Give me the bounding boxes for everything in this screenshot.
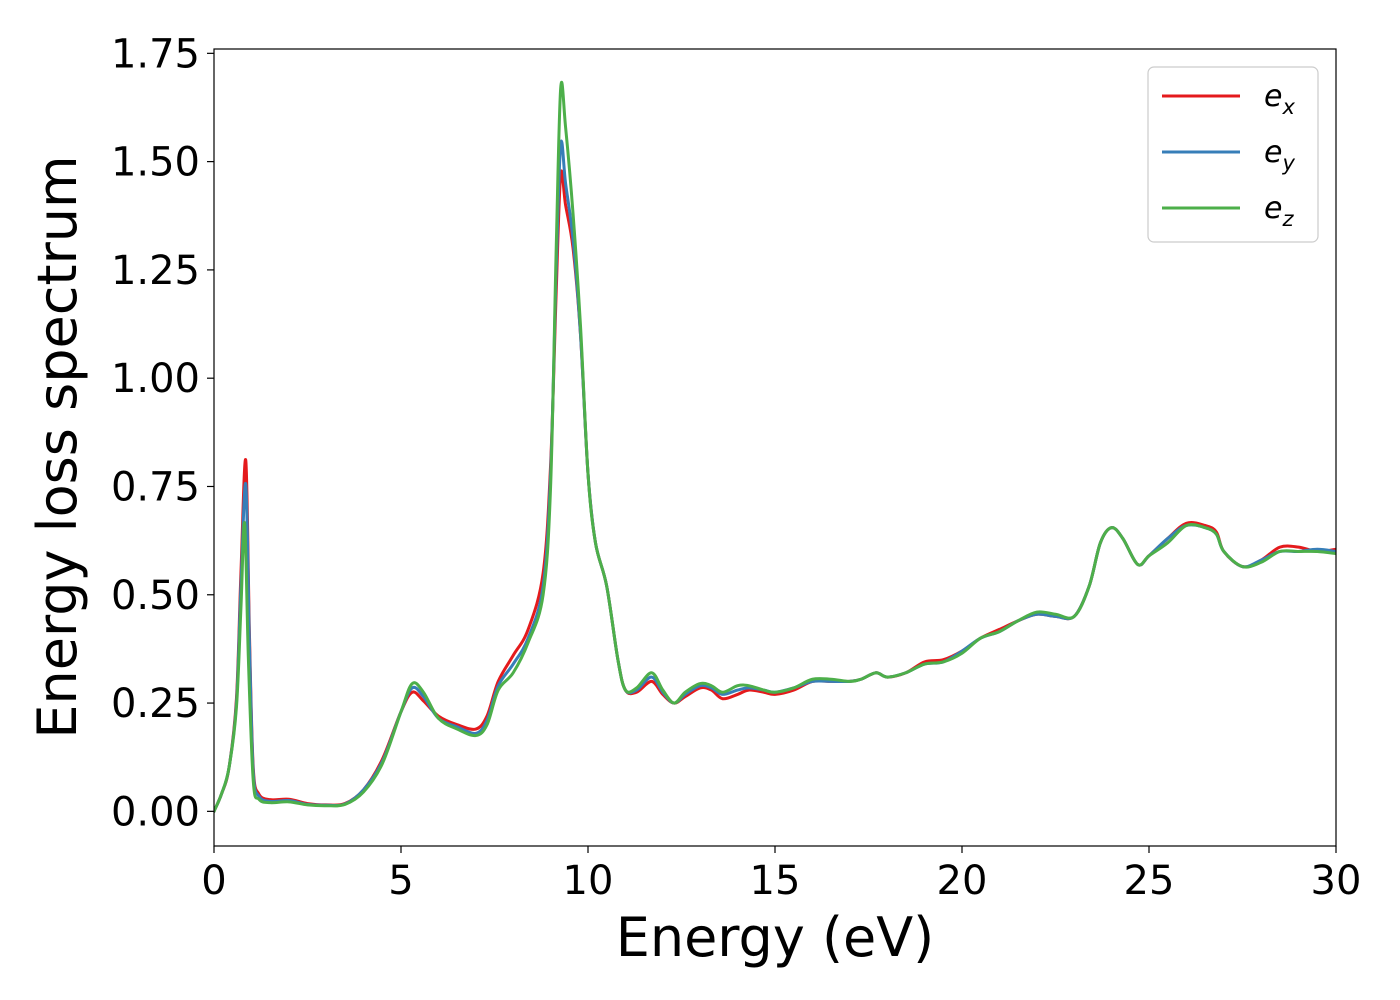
x-tick-label: 15 [750, 858, 801, 904]
plot-area [214, 80, 1336, 813]
legend-label-base: e [1264, 191, 1282, 226]
x-tick-label: 30 [1311, 858, 1362, 904]
y-tick-label: 1.75 [111, 31, 200, 77]
x-tick-label: 25 [1124, 858, 1175, 904]
legend-label-subscript: x [1281, 95, 1295, 119]
x-tick-label: 0 [201, 858, 226, 904]
y-tick-label: 1.50 [111, 140, 200, 186]
legend-label-e-y: ey [1264, 135, 1295, 175]
y-tick-label: 0.25 [111, 681, 200, 727]
legend-label-e-z: ez [1264, 191, 1294, 231]
y-tick-label: 0.50 [111, 573, 200, 619]
x-axis: 0 5 10 15 20 25 30 [201, 846, 1361, 904]
legend-label-subscript: y [1281, 151, 1295, 175]
legend-label-base: e [1264, 135, 1282, 170]
y-tick-label: 1.00 [111, 356, 200, 402]
legend-label-base: e [1264, 79, 1282, 114]
y-axis: 0.00 0.25 0.50 0.75 1.00 1.25 1.50 1.75 [111, 31, 214, 835]
series-line-e-z [214, 80, 1336, 813]
legend-label-subscript: z [1281, 207, 1294, 231]
legend-label-e-x: ex [1264, 79, 1295, 119]
x-tick-label: 20 [937, 858, 988, 904]
y-axis-title: Energy loss spectrum [26, 155, 89, 738]
series-layer [214, 80, 1336, 813]
y-tick-label: 0.75 [111, 464, 200, 510]
y-tick-label: 1.25 [111, 248, 200, 294]
y-tick-label: 0.00 [111, 789, 200, 835]
x-tick-label: 5 [388, 858, 413, 904]
x-axis-title: Energy (eV) [616, 906, 935, 969]
x-tick-label: 10 [563, 858, 614, 904]
legend-box [1147, 66, 1319, 243]
